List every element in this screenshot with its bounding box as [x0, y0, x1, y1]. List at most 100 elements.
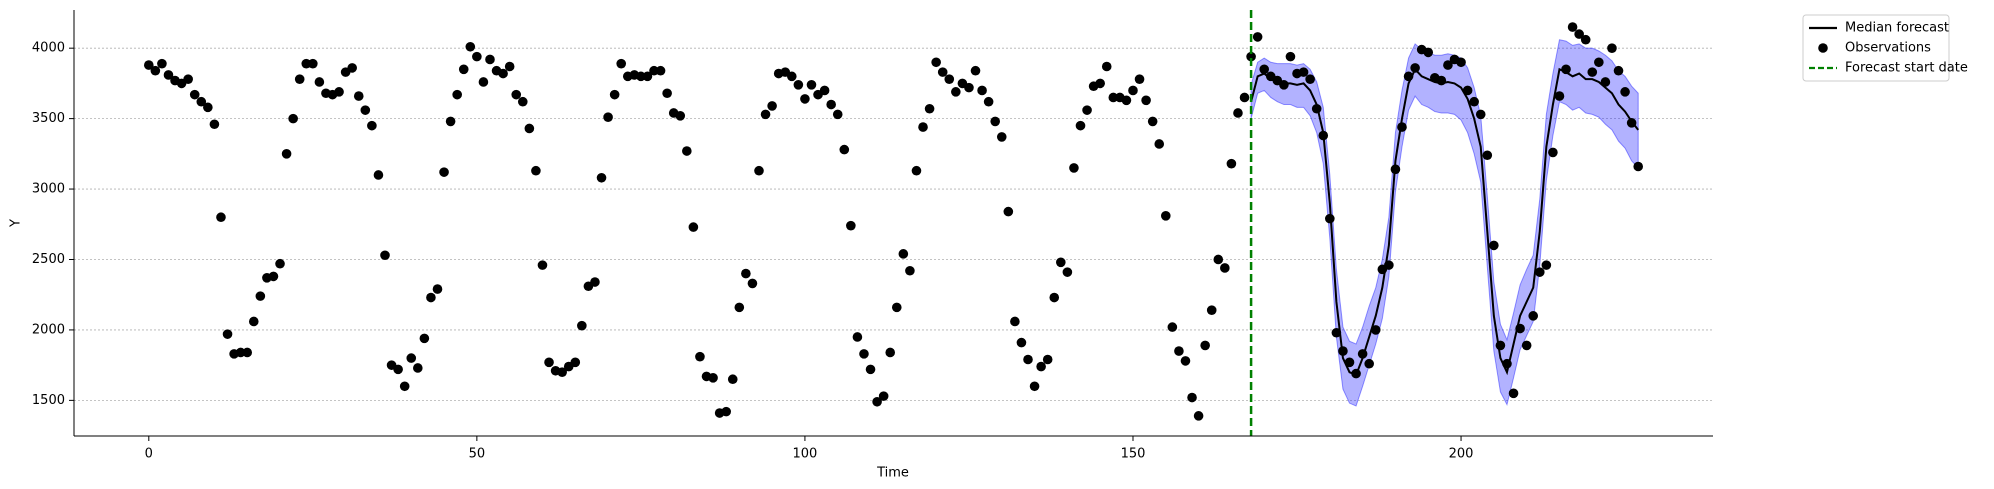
observation [143, 60, 154, 70]
observation [1495, 340, 1506, 351]
observation [1160, 211, 1171, 221]
observation [1508, 388, 1519, 399]
y-axis-label: Y [9, 219, 24, 228]
observation [905, 265, 915, 276]
x-axis-label: Time [876, 466, 909, 481]
x-tick-label: 50 [469, 447, 486, 462]
observation [1443, 60, 1453, 70]
y-tick-label: 4000 [32, 41, 65, 56]
observation [1049, 292, 1060, 303]
observation [859, 349, 869, 359]
observation [1213, 254, 1224, 265]
observation [590, 277, 600, 287]
observation [878, 391, 889, 401]
observation [347, 63, 357, 73]
legend-label: Observations [1845, 41, 1931, 56]
observation [1180, 356, 1191, 366]
observation [819, 85, 830, 96]
observation [183, 74, 193, 84]
observation [373, 170, 384, 180]
observation [970, 65, 981, 76]
observation [439, 167, 449, 177]
observation [1220, 263, 1230, 273]
legend-box [1802, 14, 1950, 82]
observation [793, 80, 804, 90]
observation [367, 120, 377, 131]
observation [1554, 91, 1565, 101]
forecast-band [1250, 39, 1639, 407]
observation [163, 70, 174, 80]
observation [1344, 357, 1355, 368]
observation [852, 332, 863, 342]
observation [531, 165, 541, 176]
observation [1410, 63, 1420, 73]
observation [458, 64, 469, 75]
observation [1397, 122, 1407, 132]
observation [478, 77, 489, 87]
observation [1029, 381, 1040, 392]
observation [577, 320, 587, 331]
observation [1594, 57, 1604, 68]
observation [1174, 346, 1184, 356]
observation [1456, 57, 1466, 68]
observation [1016, 337, 1027, 348]
observation [1515, 323, 1525, 334]
observation [662, 88, 672, 99]
y-tick-label: 3000 [32, 182, 65, 197]
observation [1121, 95, 1132, 106]
observation [1101, 61, 1112, 72]
observation [203, 102, 213, 113]
observation [1226, 158, 1237, 169]
observation [1325, 213, 1335, 224]
observation [1502, 358, 1512, 369]
observation [1252, 32, 1263, 42]
observation [268, 271, 279, 282]
observation [1613, 65, 1624, 76]
observation [924, 103, 935, 114]
observation [1574, 29, 1584, 39]
observation [1370, 325, 1381, 335]
observation [419, 333, 430, 344]
observation [977, 85, 987, 96]
observation [787, 71, 797, 82]
observation [222, 329, 233, 339]
observation [570, 357, 581, 368]
observation [511, 89, 522, 100]
observation [747, 278, 758, 289]
observation [504, 61, 515, 72]
observation [1482, 150, 1493, 161]
observation [1607, 43, 1617, 53]
observation [216, 212, 226, 223]
observation [275, 258, 285, 269]
observation [1475, 109, 1486, 120]
observation [498, 68, 508, 79]
observation [1390, 164, 1401, 175]
observation [1364, 358, 1374, 369]
x-tick-label: 100 [793, 447, 818, 462]
observation [596, 172, 607, 183]
observation [891, 302, 902, 313]
observation [1600, 77, 1611, 87]
y-tick-label: 2500 [32, 252, 65, 267]
observation [964, 82, 974, 93]
observation [1206, 305, 1217, 316]
observation [1580, 34, 1591, 45]
observation [872, 396, 882, 407]
observation [944, 74, 955, 84]
observation [196, 96, 207, 107]
observation [1010, 316, 1020, 327]
observation [1082, 105, 1092, 115]
observation [1023, 354, 1033, 365]
observation [1620, 87, 1630, 97]
observation [445, 116, 456, 127]
observation [636, 71, 646, 82]
observation [826, 99, 836, 110]
observation [1626, 118, 1637, 128]
observation [1541, 260, 1552, 270]
observation [189, 89, 200, 100]
observation [1489, 240, 1499, 251]
observation [1469, 96, 1479, 107]
observation [911, 165, 922, 176]
observation [1331, 327, 1342, 338]
observation [1036, 361, 1046, 372]
